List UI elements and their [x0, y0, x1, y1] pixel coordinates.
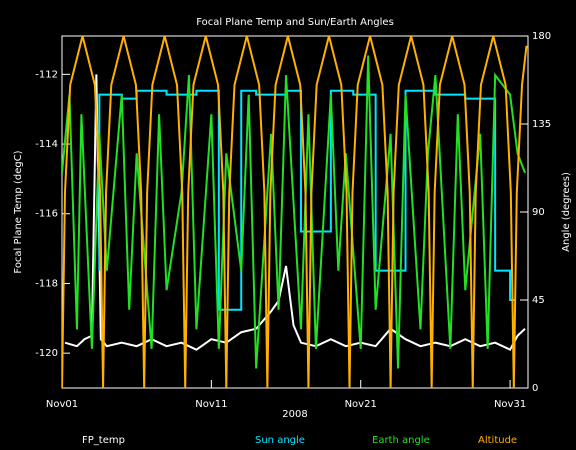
legend-label: Sun angle	[255, 435, 305, 446]
x-tick-label: Nov01	[46, 399, 78, 410]
x-tick-label: Nov11	[195, 399, 227, 410]
y-tick-label: -120	[35, 348, 58, 359]
legend-label: Altitude	[478, 435, 517, 446]
y2-tick-label: 0	[532, 383, 538, 394]
x-tick-label: Nov31	[494, 399, 526, 410]
y-axis-label: Focal Plane Temp (degC)	[13, 150, 24, 273]
y-tick-label: -112	[35, 69, 58, 80]
y-tick-label: -118	[35, 278, 58, 289]
legend-label: Earth angle	[372, 435, 430, 446]
x-tick-label: Nov21	[345, 399, 377, 410]
y2-tick-label: 180	[532, 31, 551, 42]
y2-tick-label: 45	[532, 295, 545, 306]
series-line	[64, 74, 526, 351]
y2-axis-label: Angle (degrees)	[561, 172, 572, 252]
legend-label: FP_temp	[82, 435, 125, 446]
plot-area	[62, 36, 528, 388]
y2-tick-label: 90	[532, 207, 545, 218]
y-tick-label: -116	[35, 209, 58, 220]
x-axis-label: 2008	[282, 409, 307, 420]
series-line	[62, 55, 526, 369]
chart-title: Focal Plane Temp and Sun/Earth Angles	[196, 17, 394, 28]
series-line	[62, 36, 528, 388]
y-tick-label: -114	[35, 139, 58, 150]
y2-tick-label: 135	[532, 119, 551, 130]
